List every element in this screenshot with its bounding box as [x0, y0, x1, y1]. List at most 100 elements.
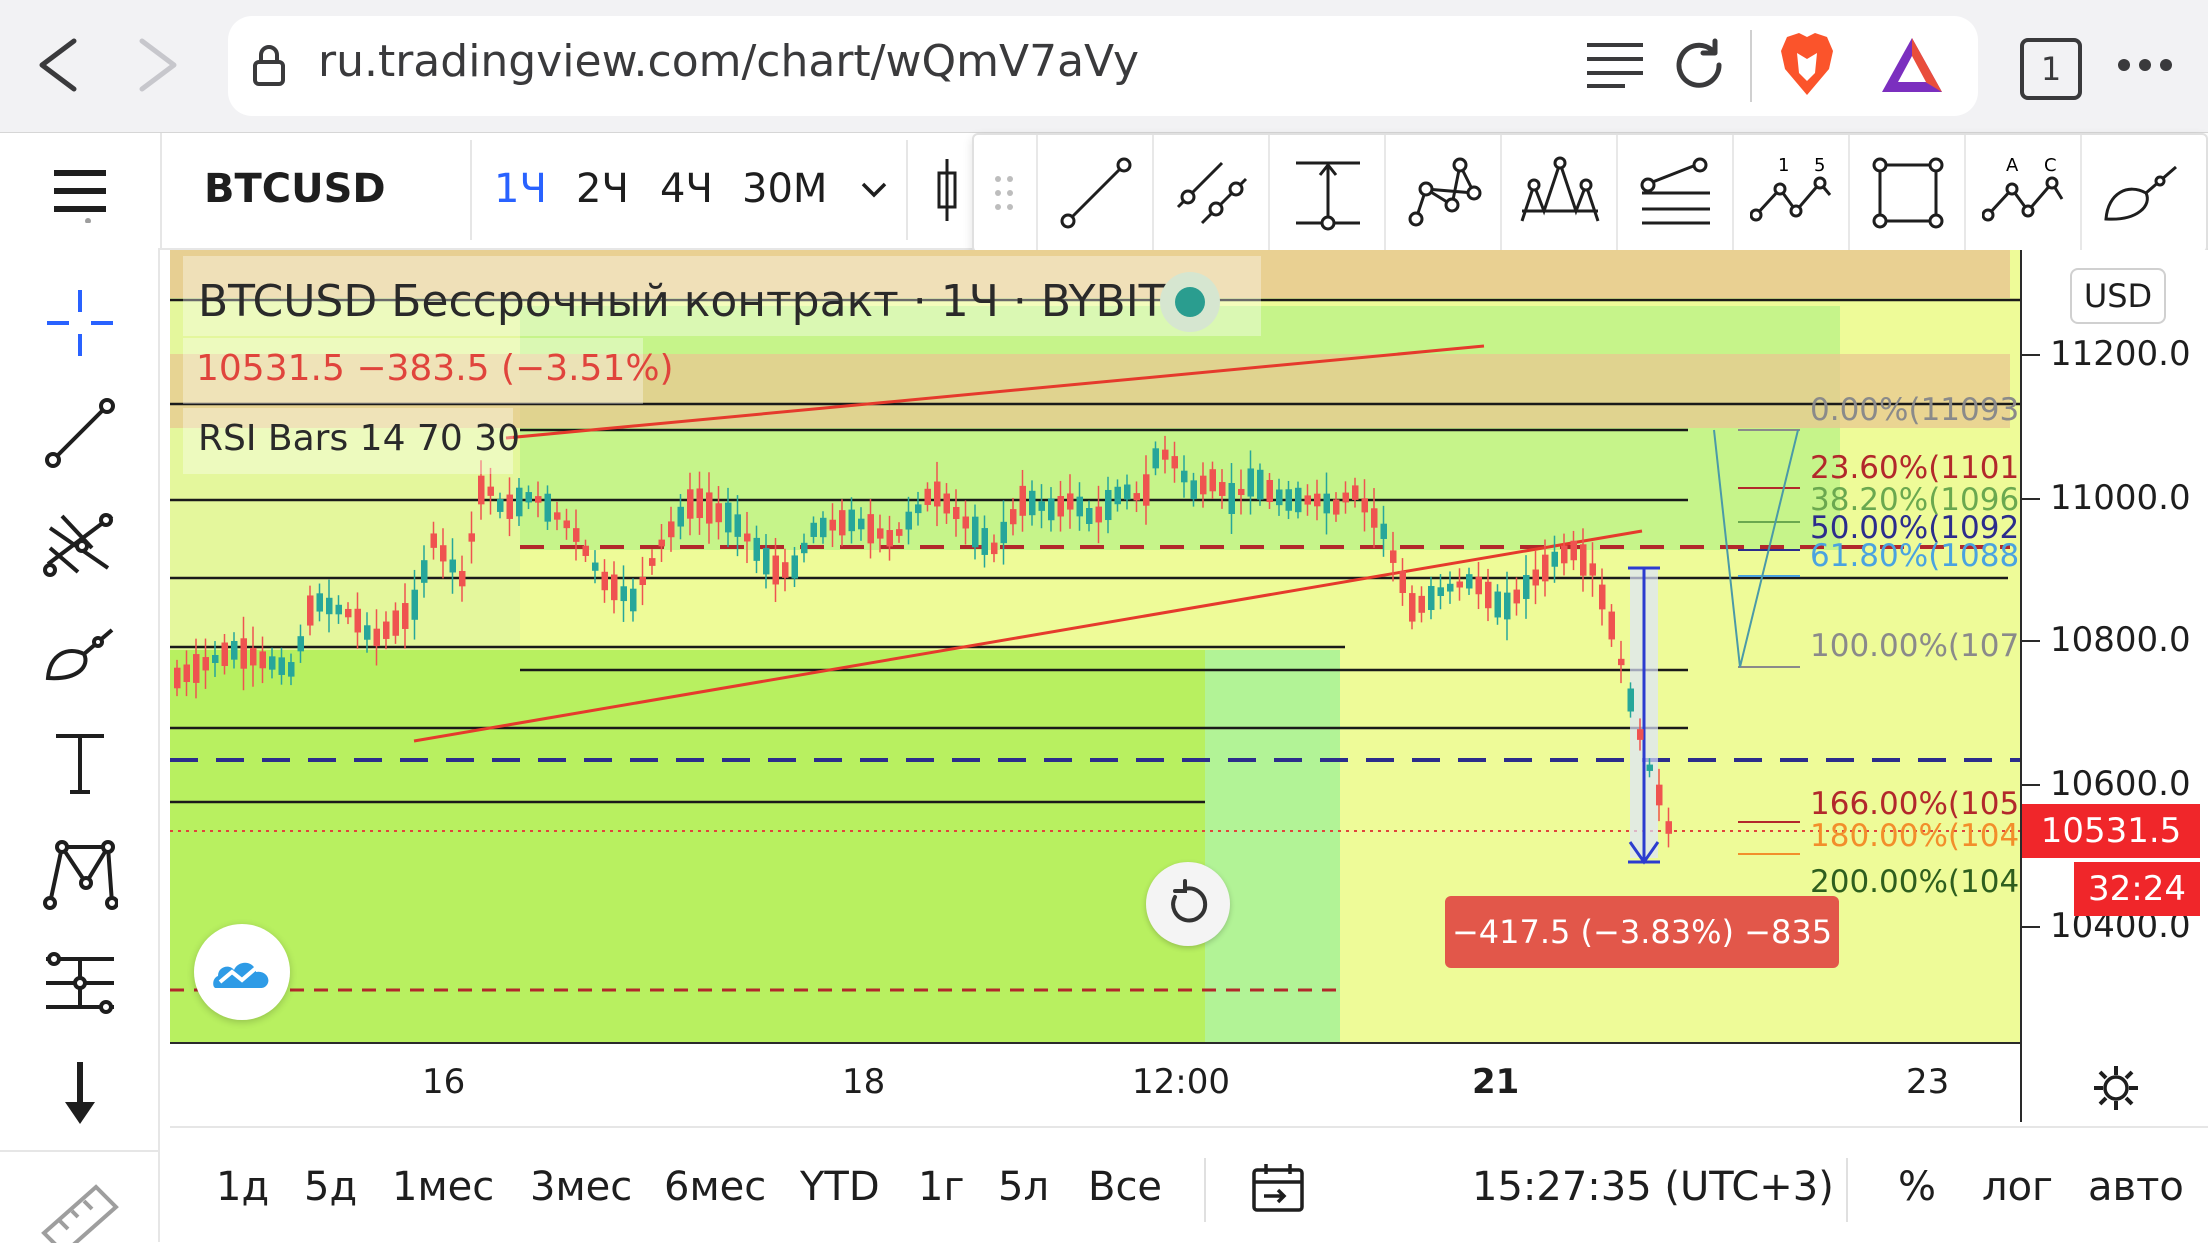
legend-title[interactable]: BTCUSD Бессрочный контракт · 1Ч · BYBIT [198, 276, 1166, 327]
fib-retracement-tool-icon[interactable] [1616, 135, 1734, 251]
range-5d[interactable]: 5д [304, 1164, 358, 1210]
candle-body [696, 488, 703, 519]
price-axis[interactable]: USD 11200.0 11000.0 10800.0 10600.0 1040… [2020, 250, 2208, 1122]
indicator-legend[interactable]: RSI Bars 14 70 30 [198, 418, 520, 459]
chart-pane[interactable] [170, 250, 2020, 1042]
timeframe-2h[interactable]: 2Ч [576, 166, 629, 212]
time-axis[interactable]: 16 18 12:00 21 23 [170, 1042, 2020, 1126]
head-shoulders-tool-icon[interactable] [1500, 135, 1618, 251]
candle-body [1504, 592, 1511, 620]
brave-rewards-icon[interactable] [1874, 30, 1950, 100]
candle-body [943, 493, 950, 514]
range-1d[interactable]: 1д [216, 1164, 270, 1210]
candle-body [1466, 574, 1473, 589]
range-all[interactable]: Все [1088, 1164, 1163, 1210]
trend-line-icon[interactable] [30, 388, 130, 478]
xabcd-pattern-tool-icon[interactable] [1384, 135, 1502, 251]
candle-body [706, 492, 713, 524]
candle-body [820, 517, 827, 538]
clock-timezone[interactable]: 15:27:35 (UTC+3) [1472, 1164, 1834, 1210]
candle-body [1352, 485, 1359, 500]
candle-body [1513, 589, 1520, 604]
legend-title-box [183, 256, 1261, 336]
timeframe-30m[interactable]: 30М [742, 166, 828, 212]
candle-body [1171, 456, 1178, 469]
candle-body [525, 492, 532, 503]
address-bar[interactable] [228, 16, 1978, 116]
candle-body [839, 510, 846, 536]
market-status-icon[interactable] [1160, 272, 1220, 332]
candle-body [1532, 569, 1539, 586]
arrow-down-icon[interactable] [30, 1048, 130, 1138]
candle-body [1665, 821, 1672, 834]
candle-body [221, 642, 228, 666]
candle-body [1257, 469, 1264, 500]
candle-body [1380, 523, 1387, 539]
crosshair-icon[interactable] [30, 278, 130, 368]
symbol-search[interactable]: BTCUSD [204, 166, 386, 212]
more-menu-icon[interactable] [2110, 30, 2180, 100]
chevron-down-icon[interactable] [854, 170, 894, 210]
candle-body [639, 576, 646, 586]
hamburger-menu-icon[interactable] [40, 158, 120, 228]
candle-body [962, 516, 969, 529]
candle-body [326, 597, 333, 615]
percent-scale-toggle[interactable]: % [1898, 1164, 1937, 1210]
price-range-tool-icon[interactable] [1268, 135, 1386, 251]
tradingview-logo-button[interactable] [194, 924, 290, 1020]
range-5y[interactable]: 5л [998, 1164, 1050, 1210]
candle-body [563, 520, 570, 529]
candle-body [364, 625, 371, 640]
tabs-button[interactable]: 1 [2020, 38, 2082, 100]
forecast-tool-icon[interactable] [30, 938, 130, 1028]
reload-icon[interactable] [1664, 30, 1734, 100]
candles-chart-type-icon[interactable] [930, 150, 970, 230]
range-6m[interactable]: 6мес [664, 1164, 767, 1210]
brush-icon[interactable] [30, 608, 130, 698]
brush-tool-icon[interactable] [2080, 135, 2198, 251]
reader-icon[interactable] [1580, 30, 1650, 100]
pitchfork-icon[interactable] [30, 498, 130, 588]
reset-chart-button[interactable] [1146, 862, 1230, 946]
svg-text:5: 5 [1814, 155, 1825, 176]
candle-body [1095, 506, 1102, 523]
range-ytd[interactable]: YTD [800, 1164, 880, 1210]
candle-body [1599, 584, 1606, 610]
candle-body [1162, 449, 1169, 460]
candle-body [316, 593, 323, 612]
timeframe-1h[interactable]: 1Ч [494, 166, 547, 212]
rectangle-tool-icon[interactable] [1848, 135, 1966, 251]
brave-lion-icon[interactable] [1772, 26, 1842, 102]
log-scale-toggle[interactable]: лог [1982, 1164, 2054, 1210]
currency-button[interactable]: USD [2070, 268, 2166, 324]
text-tool-icon[interactable] [30, 718, 130, 808]
trend-line-tool-icon[interactable] [1036, 135, 1154, 251]
ruler-icon[interactable] [30, 1168, 130, 1258]
candle-body [335, 604, 342, 615]
range-3m[interactable]: 3мес [530, 1164, 633, 1210]
candle-body [1618, 658, 1625, 666]
time-tick-label: 12:00 [1132, 1062, 1230, 1102]
candle-body [1589, 563, 1596, 576]
fib-label: 38.20%(10967 [1810, 482, 2039, 518]
forward-icon[interactable] [118, 30, 198, 100]
go-to-date-icon[interactable] [1248, 1158, 1308, 1218]
range-1m[interactable]: 1мес [392, 1164, 495, 1210]
candle-body [1637, 729, 1644, 740]
back-icon[interactable] [18, 30, 98, 100]
candle-body [544, 493, 551, 522]
pattern-tool-icon[interactable] [30, 828, 130, 918]
candle-body [1608, 611, 1615, 640]
range-1y[interactable]: 1г [918, 1164, 965, 1210]
candle-body [1371, 508, 1378, 528]
drag-handle-icon[interactable] [974, 135, 1034, 251]
parallel-channel-tool-icon[interactable] [1152, 135, 1270, 251]
auto-scale-toggle[interactable]: авто [2088, 1164, 2184, 1210]
divider [0, 1150, 158, 1152]
timeframe-4h[interactable]: 4Ч [660, 166, 713, 212]
chart-settings-gear-icon[interactable] [2084, 1056, 2148, 1120]
fib-label: 100.00%(1076 [1810, 628, 2039, 664]
candle-body [506, 494, 513, 519]
